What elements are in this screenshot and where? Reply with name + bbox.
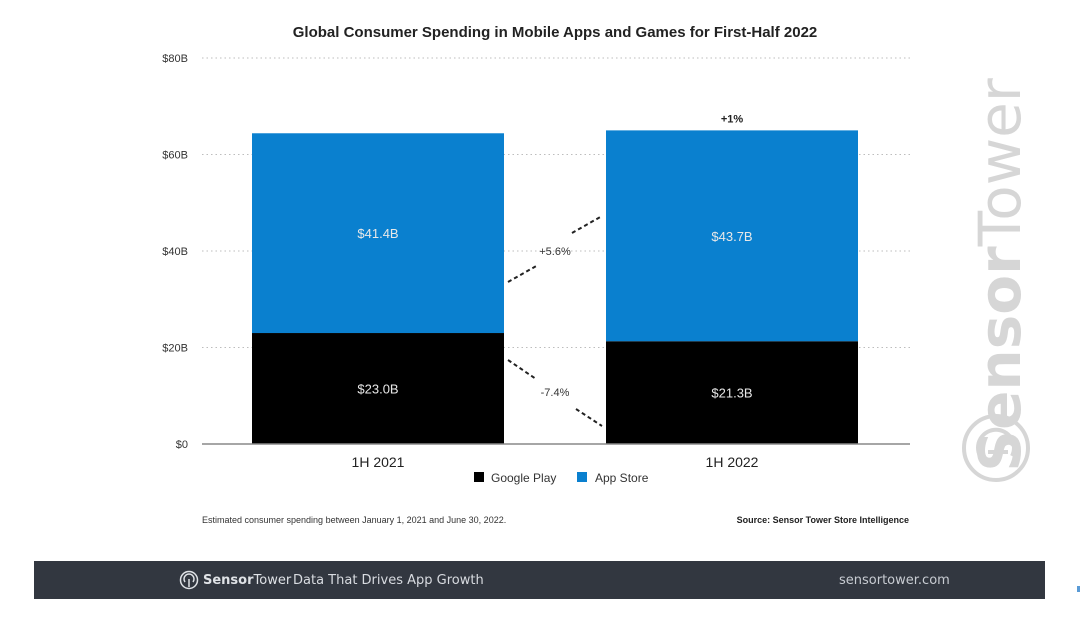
google-play-connector: [575, 408, 603, 427]
legend-label-app-store: App Store: [595, 471, 649, 485]
google-play-change-label: -7.4%: [541, 387, 570, 399]
footer-bar: Sensor Tower Data That Drives App Growth…: [34, 561, 1045, 599]
watermark-text: SensorTower: [966, 78, 1034, 472]
x-tick-label: 1H 2021: [352, 454, 405, 470]
sensortower-logo-icon: [962, 414, 1030, 482]
y-tick-label: $40B: [162, 246, 188, 258]
bar-value-label: $23.0B: [357, 382, 398, 397]
bar-value-label: $41.4B: [357, 226, 398, 241]
footer-tagline: Data That Drives App Growth: [293, 572, 484, 588]
y-tick-label: $80B: [162, 53, 188, 65]
app-store-change-label: +5.6%: [539, 246, 571, 258]
bar-segment-google-play: [606, 341, 858, 444]
y-tick-label: $60B: [162, 150, 188, 162]
footer-url-link[interactable]: sensortower.com: [839, 572, 950, 588]
footnote: Estimated consumer spending between Janu…: [202, 515, 506, 525]
sensortower-watermark: SensorTower: [962, 78, 1034, 482]
footer-brand-light: Tower: [253, 572, 292, 588]
bar-value-label: $43.7B: [711, 229, 752, 244]
change-connectors: [507, 215, 603, 427]
footer-brand-bold: Sensor: [203, 572, 254, 588]
footer-logo[interactable]: Sensor Tower: [179, 570, 291, 590]
app-store-connector: [571, 215, 603, 234]
x-axis: 1H 2021 1H 2022: [352, 454, 759, 470]
sensortower-logo-icon: [179, 570, 199, 590]
legend-swatch-app-store: [577, 472, 587, 482]
bar-segment-google-play: [252, 333, 504, 444]
source-note: Source: Sensor Tower Store Intelligence: [737, 515, 909, 525]
chart: Global Consumer Spending in Mobile Apps …: [162, 24, 1034, 525]
corner-marker: [1077, 586, 1080, 592]
bar-segment-app-store: [252, 133, 504, 334]
y-tick-label: $20B: [162, 343, 188, 355]
total-change-label: +1%: [721, 113, 744, 125]
legend: Google Play App Store: [474, 471, 649, 485]
bars: $23.0B $41.4B $21.3B $43.7B: [252, 130, 858, 444]
y-axis: $0 $20B $40B $60B $80B: [162, 53, 188, 451]
bar-value-label: $21.3B: [711, 386, 752, 401]
x-tick-label: 1H 2022: [706, 454, 759, 470]
legend-swatch-google-play: [474, 472, 484, 482]
y-tick-label: $0: [176, 439, 188, 451]
app-store-connector: [507, 264, 539, 283]
bar-segment-app-store: [606, 130, 858, 342]
legend-label-google-play: Google Play: [491, 471, 556, 485]
chart-title: Global Consumer Spending in Mobile Apps …: [293, 24, 818, 41]
google-play-connector: [507, 359, 537, 380]
